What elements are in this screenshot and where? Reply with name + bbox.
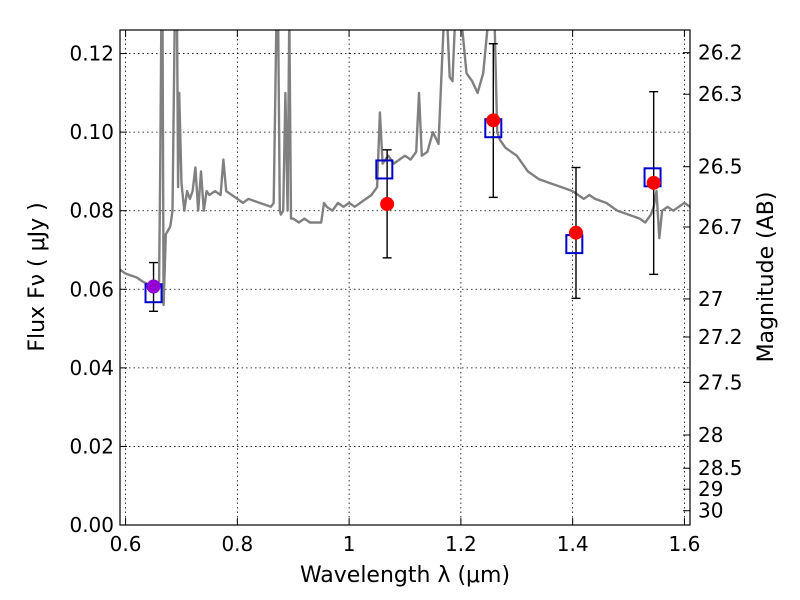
model-spectrum-layer [120,30,690,307]
x-tick-label: 1.2 [445,532,477,556]
y-tick-label: 0.02 [69,434,114,458]
y2-tick-label: 30 [698,499,723,523]
observed-point [569,225,583,240]
y2-axis-label: Magnitude (AB) [754,192,779,363]
x-axis-label: Wavelength λ (μm) [300,563,510,588]
observed-point [486,113,501,128]
observed-point [146,279,161,294]
observed-point [380,197,395,212]
y2-tick-label: 26.3 [698,82,743,106]
y-axis-ticks: 0.00 0.02 0.04 0.06 0.08 0.10 0.12 [69,42,127,537]
y2-tick-label: 27.5 [698,370,743,394]
y-tick-label: 0.08 [69,199,114,223]
model-spectrum-line [120,30,690,307]
y-tick-label: 0.10 [69,120,114,144]
template-points-layer [144,118,662,304]
y-tick-label: 0.00 [69,513,114,537]
y-tick-label: 0.06 [69,277,114,301]
y2-tick-label: 27.2 [698,325,743,349]
y2-tick-label: 26.2 [698,41,743,65]
observed-point [646,175,661,190]
grid [120,30,690,526]
x-tick-label: 0.8 [221,532,253,556]
y-tick-label: 0.12 [69,42,114,66]
x-tick-label: 1.4 [557,532,589,556]
y2-tick-label: 27 [698,287,723,311]
template-point [375,159,394,180]
y-axis-label: Flux Fν ( μJy ) [25,202,50,351]
y-tick-label: 0.04 [69,356,114,380]
x-axis-ticks: 0.6 0.8 1 1.2 1.4 1.6 [110,30,701,556]
x-tick-label: 0.6 [110,532,142,556]
x-tick-label: 1 [343,532,356,556]
y2-tick-label: 26.7 [698,215,743,239]
plot-frame [119,29,691,526]
observed-points-layer [146,113,661,294]
x-tick-label: 1.6 [669,532,701,556]
y2-tick-label: 29 [698,477,723,501]
y2-tick-label: 28.5 [698,456,743,480]
y2-tick-label: 26.5 [698,155,743,179]
y2-tick-label: 28 [698,423,723,447]
